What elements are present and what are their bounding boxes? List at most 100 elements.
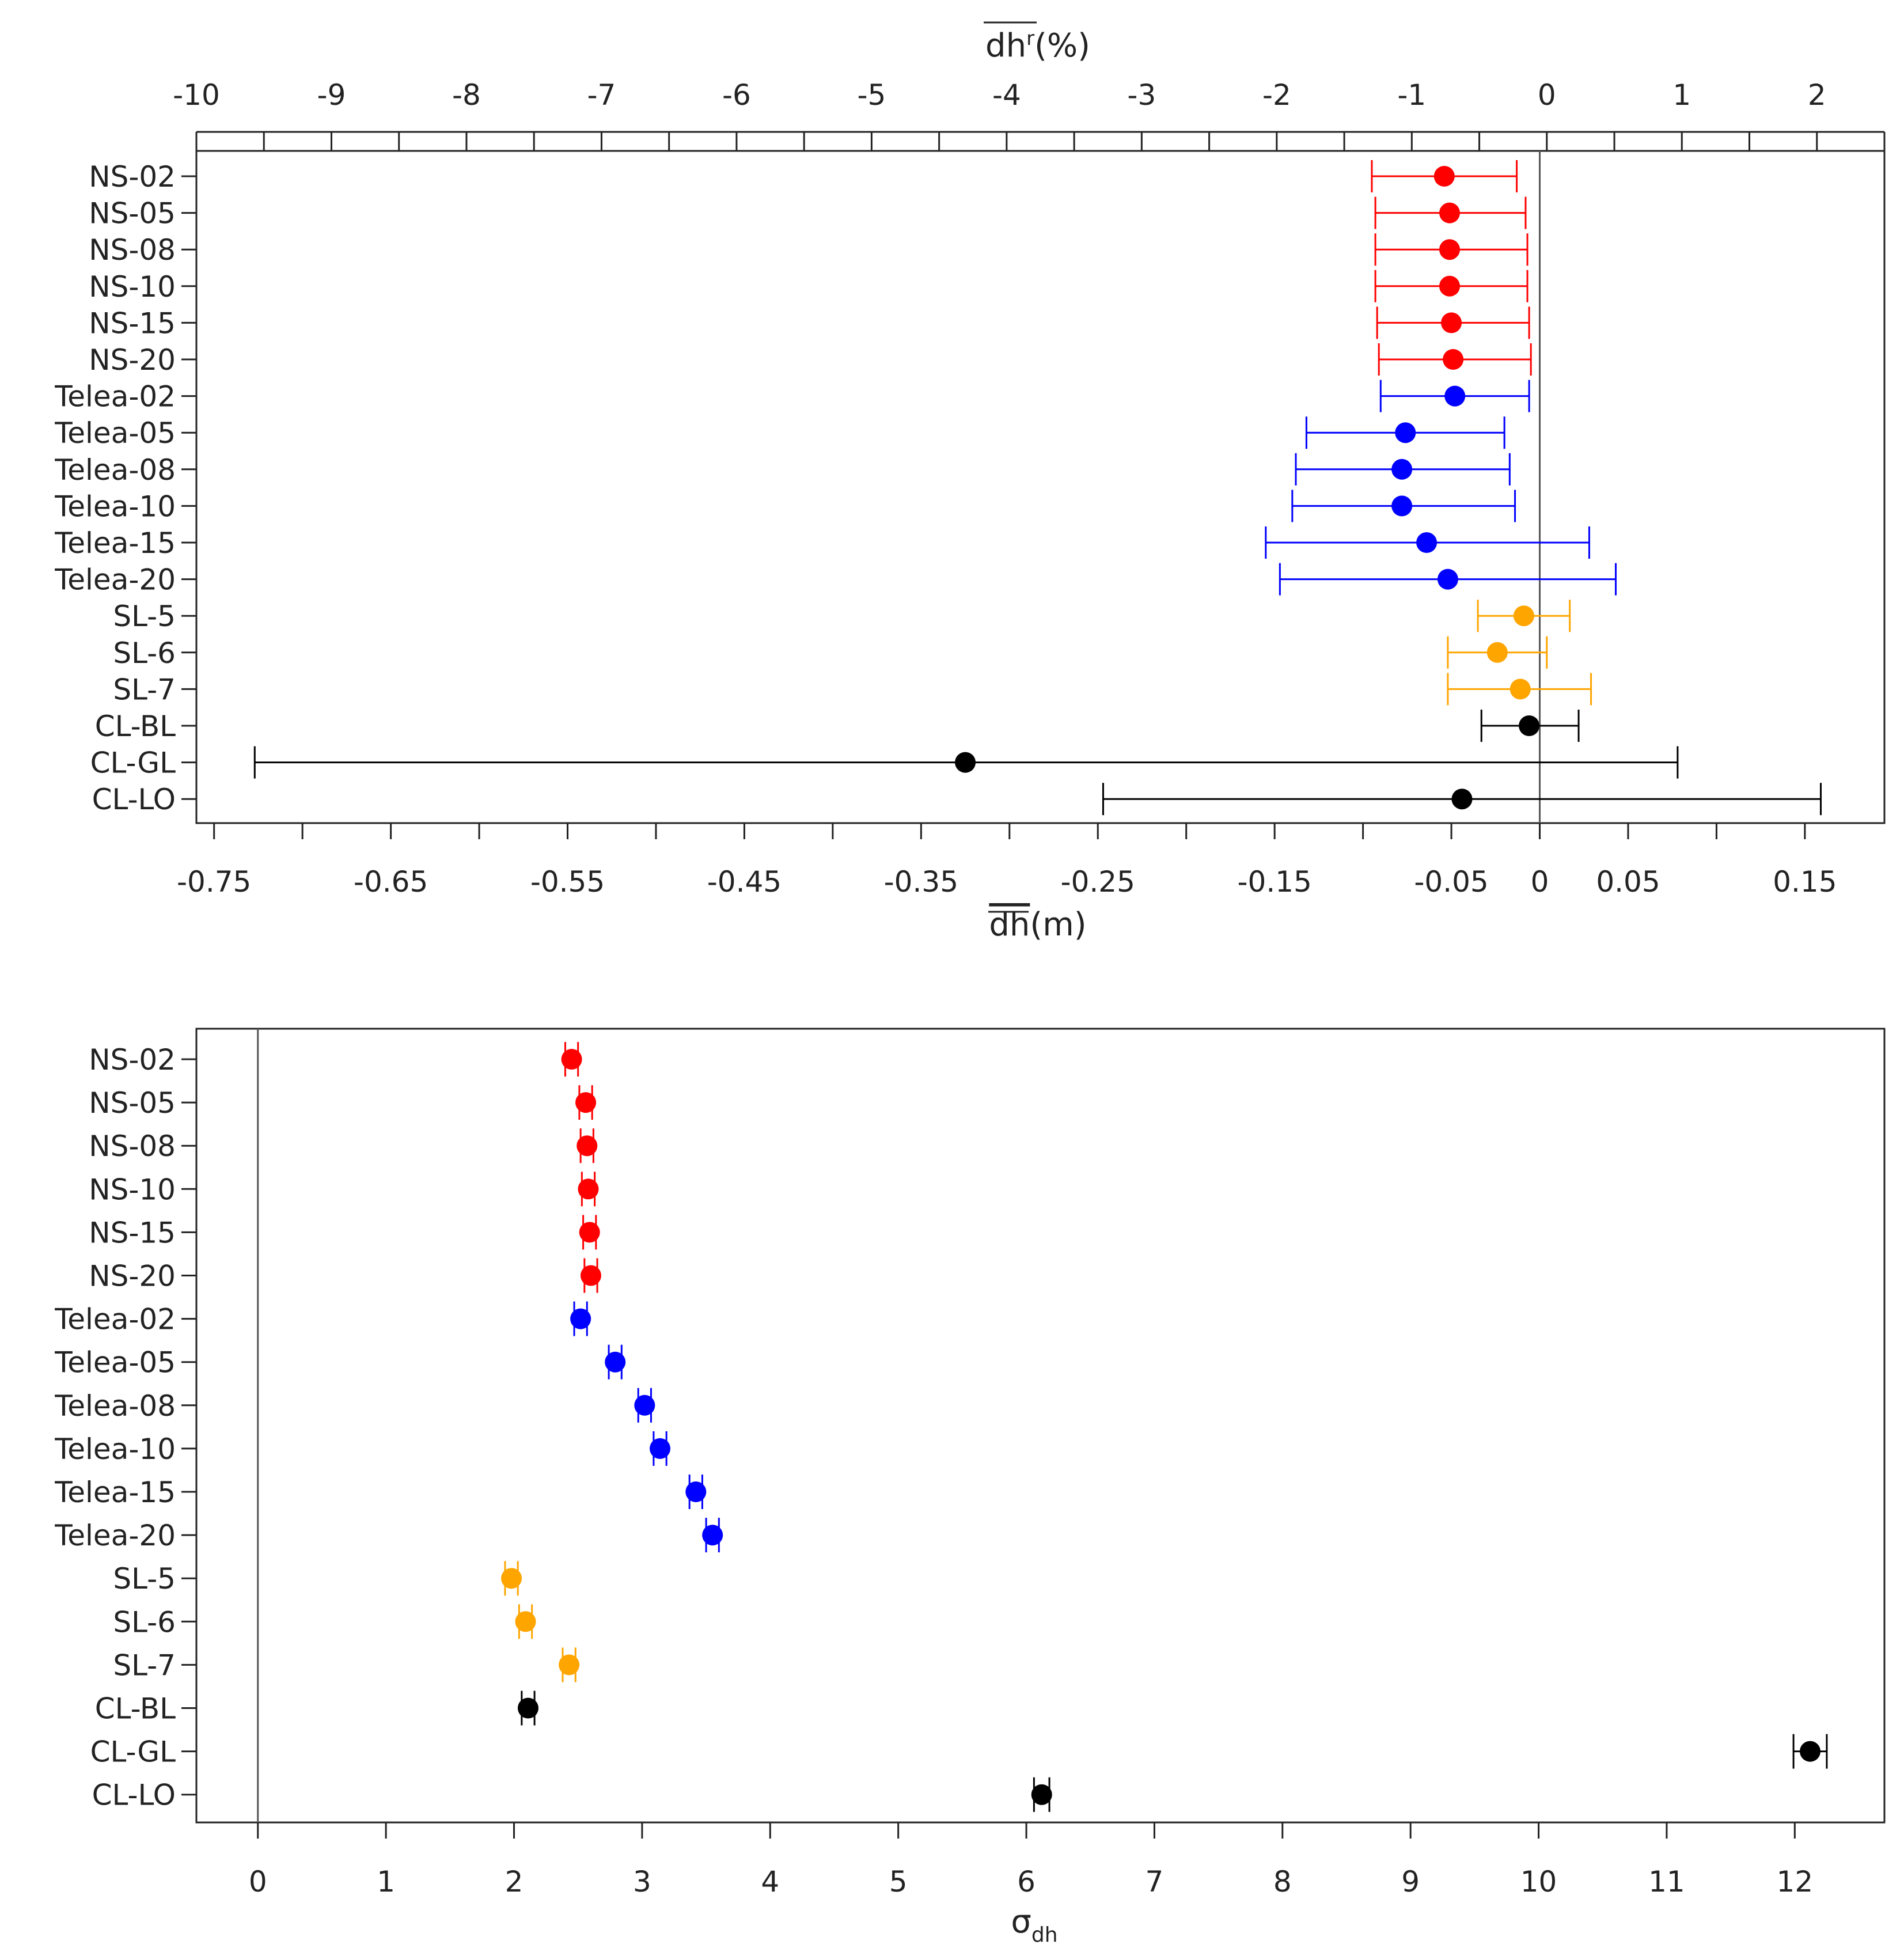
data-point-telea-10 xyxy=(1391,495,1413,517)
data-point-telea-10 xyxy=(650,1438,671,1459)
top-panel-errorbar-chart: NS-02NS-05NS-08NS-10NS-15NS-20Telea-02Te… xyxy=(54,21,1886,943)
category-label-ns-08: NS-08 xyxy=(89,1130,176,1163)
x-axis-tick-label: 7 xyxy=(1146,1865,1164,1898)
data-point-cl-bl xyxy=(1519,715,1540,736)
x-axis-tick-label: 12 xyxy=(1777,1865,1814,1898)
top-axis-tick-label: 2 xyxy=(1808,78,1826,112)
category-label-telea-05: Telea-05 xyxy=(54,416,176,450)
data-point-telea-15 xyxy=(1416,532,1438,553)
x-axis-tick-label: 4 xyxy=(761,1865,779,1898)
category-label-sl-5: SL-5 xyxy=(113,600,176,633)
category-label-cl-gl: CL-GL xyxy=(90,1735,176,1769)
bottom-axis-tick-label: -0.25 xyxy=(1061,865,1135,899)
category-label-sl-5: SL-5 xyxy=(113,1562,176,1595)
data-point-telea-15 xyxy=(685,1481,707,1502)
category-label-cl-bl: CL-BL xyxy=(95,710,176,743)
top-axis-title-superscript: r xyxy=(1026,27,1034,50)
bottom-axis-tick-label: -0.55 xyxy=(530,865,605,899)
category-label-ns-20: NS-20 xyxy=(89,343,176,377)
x-axis-tick-label: 5 xyxy=(889,1865,908,1898)
category-label-cl-bl: CL-BL xyxy=(95,1692,176,1726)
bottom-axis-tick-label: 0.15 xyxy=(1773,865,1837,899)
data-point-telea-08 xyxy=(1391,458,1413,480)
category-label-ns-20: NS-20 xyxy=(89,1260,176,1293)
data-point-telea-20 xyxy=(702,1525,723,1546)
category-label-telea-02: Telea-02 xyxy=(54,1303,176,1336)
data-point-ns-10 xyxy=(1439,275,1460,297)
category-label-ns-10: NS-10 xyxy=(89,270,176,304)
category-label-cl-lo: CL-LO xyxy=(92,783,176,816)
data-point-sl-7 xyxy=(559,1654,580,1676)
category-label-telea-20: Telea-20 xyxy=(54,1519,176,1552)
bottom-axis-tick-label: -0.75 xyxy=(177,865,251,899)
category-label-telea-15: Telea-15 xyxy=(54,1476,176,1509)
data-point-sl-6 xyxy=(1486,642,1508,663)
top-axis-title: dhr(%) xyxy=(985,27,1090,65)
top-axis-title-main: dh xyxy=(985,27,1026,65)
plot-frame xyxy=(195,1028,1886,1824)
data-point-ns-15 xyxy=(1441,312,1462,333)
category-label-telea-08: Telea-08 xyxy=(54,1389,176,1423)
data-point-cl-lo xyxy=(1451,789,1473,810)
category-label-ns-15: NS-15 xyxy=(89,1216,176,1249)
category-label-ns-05: NS-05 xyxy=(89,1086,176,1120)
bottom-axis-tick-label: -0.65 xyxy=(354,865,428,899)
data-point-ns-20 xyxy=(1443,349,1464,370)
data-point-cl-lo xyxy=(1031,1784,1052,1805)
category-label-sl-6: SL-6 xyxy=(113,1605,176,1639)
category-label-telea-08: Telea-08 xyxy=(54,453,176,487)
x-axis-tick-label: 6 xyxy=(1017,1865,1036,1898)
data-point-sl-7 xyxy=(1509,679,1531,700)
top-axis-tick-label: -5 xyxy=(857,78,886,112)
data-point-cl-gl xyxy=(955,752,976,773)
top-axis-tick-label: -3 xyxy=(1127,78,1156,112)
x-axis-title: σdh xyxy=(1011,1903,1057,1947)
bottom-axis-tick-label: 0.05 xyxy=(1596,865,1660,899)
top-axis-tick-label: 1 xyxy=(1672,78,1691,112)
category-label-telea-10: Telea-10 xyxy=(54,490,176,523)
category-label-telea-20: Telea-20 xyxy=(54,563,176,597)
x-axis-tick-label: 11 xyxy=(1648,1865,1685,1898)
x-axis-tick-label: 8 xyxy=(1273,1865,1292,1898)
data-point-sl-5 xyxy=(1513,605,1534,627)
x-axis-tick-label: 10 xyxy=(1520,1865,1557,1898)
data-point-ns-10 xyxy=(578,1178,599,1200)
data-point-ns-15 xyxy=(579,1222,600,1243)
data-point-telea-05 xyxy=(605,1351,626,1373)
top-axis-tick-label: 0 xyxy=(1538,78,1556,112)
x-axis-tick-label: 9 xyxy=(1401,1865,1420,1898)
category-label-cl-lo: CL-LO xyxy=(92,1779,176,1812)
data-point-cl-bl xyxy=(517,1697,538,1719)
category-label-ns-05: NS-05 xyxy=(89,197,176,230)
bottom-axis-tick-label: -0.45 xyxy=(707,865,782,899)
category-label-sl-7: SL-7 xyxy=(113,673,176,706)
bottom-axis-tick-label: -0.05 xyxy=(1414,865,1488,899)
category-label-ns-02: NS-02 xyxy=(89,160,176,194)
data-point-ns-02 xyxy=(561,1049,582,1070)
bottom-axis-tick-label: -0.15 xyxy=(1237,865,1311,899)
top-axis-tick-label: -10 xyxy=(173,78,220,112)
data-point-ns-08 xyxy=(576,1135,598,1157)
top-axis-tick-label: -6 xyxy=(722,78,751,112)
x-axis-tick-label: 1 xyxy=(377,1865,395,1898)
data-point-sl-6 xyxy=(515,1611,536,1632)
data-point-telea-08 xyxy=(634,1394,655,1416)
category-label-telea-15: Telea-15 xyxy=(54,526,176,560)
category-label-sl-7: SL-7 xyxy=(113,1648,176,1682)
bottom-axis-title-suffix: (m) xyxy=(1030,906,1086,943)
top-axis-tick-label: -4 xyxy=(992,78,1021,112)
data-point-telea-20 xyxy=(1437,569,1458,590)
x-axis-title-subscript: dh xyxy=(1031,1923,1058,1947)
x-axis-title-main: σ xyxy=(1011,1903,1031,1941)
category-label-cl-gl: CL-GL xyxy=(90,746,176,780)
data-point-ns-05 xyxy=(575,1092,597,1113)
category-label-telea-02: Telea-02 xyxy=(54,380,176,414)
top-axis-tick-label: -7 xyxy=(587,78,616,112)
x-axis-tick-label: 2 xyxy=(505,1865,524,1898)
data-point-sl-5 xyxy=(501,1568,522,1589)
category-label-ns-08: NS-08 xyxy=(89,233,176,267)
plot-frame xyxy=(195,150,1886,824)
bottom-panel-sigma-chart: NS-02 NS-05 NS-08 NS-10 NS-15 NS-20 Telea-02 Te… xyxy=(54,1028,1886,1947)
bottom-axis-tick-label: -0.35 xyxy=(884,865,958,899)
